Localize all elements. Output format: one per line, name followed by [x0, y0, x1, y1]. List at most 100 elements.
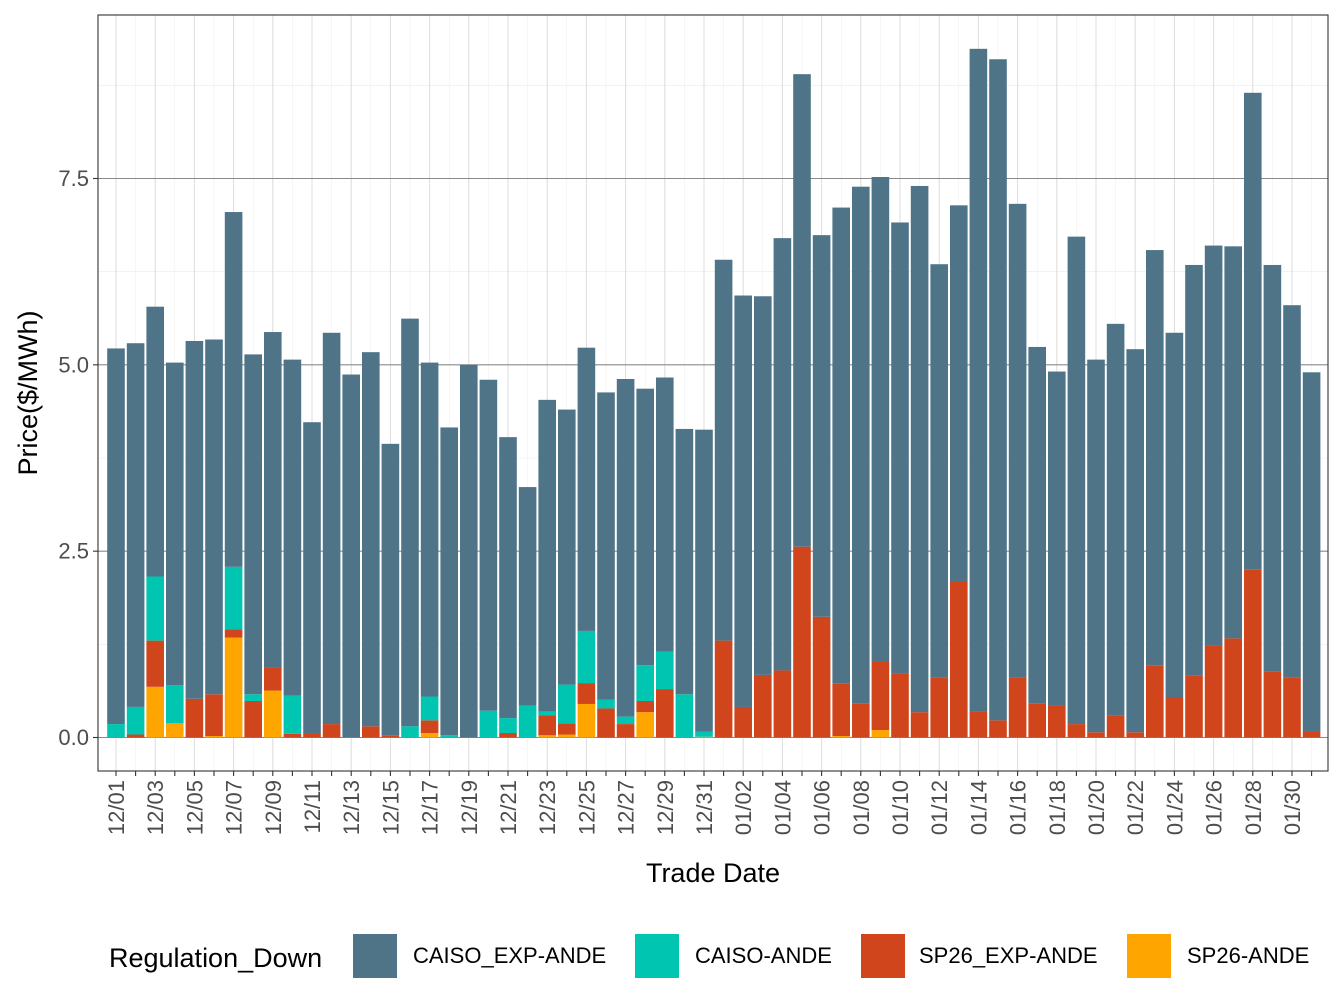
bar-segment-caiso-exp-ande — [1302, 372, 1321, 732]
bar-segment-caiso-exp-ande — [107, 348, 125, 725]
y-tick-label: 2.5 — [58, 539, 89, 564]
bar-segment-sp26-exp-ande — [969, 711, 988, 738]
bar-segment-caiso-exp-ande — [675, 428, 694, 695]
bar-segment-sp26-exp-ande — [754, 674, 772, 738]
bar-segment-caiso-ande — [166, 685, 184, 724]
bar-segment-caiso-exp-ande — [146, 306, 164, 577]
bar-segment-caiso-exp-ande — [852, 186, 870, 704]
bar-segment-caiso-exp-ande — [1204, 245, 1223, 646]
bar-segment-caiso-exp-ande — [754, 296, 772, 675]
x-tick-label: 12/15 — [378, 780, 403, 835]
bar-segment-caiso-exp-ande — [460, 364, 478, 738]
bar-segment-sp26-exp-ande — [616, 724, 635, 738]
legend-label: CAISO-ANDE — [695, 943, 832, 968]
bar-segment-caiso-exp-ande — [871, 177, 890, 662]
bar-segment-caiso-ande — [126, 706, 145, 735]
bar-segment-caiso-exp-ande — [891, 222, 909, 674]
bar-segment-caiso-exp-ande — [793, 74, 811, 547]
bar-segment-sp26-exp-ande — [283, 733, 302, 738]
legend-label: SP26_EXP-ANDE — [919, 943, 1098, 968]
bar-segment-caiso-exp-ande — [1087, 359, 1105, 733]
legend: Regulation_Down CAISO_EXP-ANDE CAISO-ANDE… — [109, 934, 1309, 978]
bar-segment-sp26-exp-ande — [1185, 675, 1203, 738]
bar-segment-sp26-exp-ande — [499, 733, 517, 738]
x-tick-label: 12/01 — [104, 780, 129, 835]
bar-segment-caiso-exp-ande — [185, 340, 204, 699]
bar-segment-caiso-exp-ande — [734, 295, 752, 707]
y-axis: 0.0 2.5 5.0 7.5 — [58, 166, 98, 750]
bar-segment-sp26-exp-ande — [1224, 638, 1242, 738]
y-axis-title: Price($/MWh) — [13, 310, 43, 475]
x-tick-label: 12/31 — [692, 780, 717, 835]
bar-segment-caiso-ande — [146, 576, 164, 641]
bar-segment-caiso-ande — [656, 651, 674, 690]
bar-segment-sp26-ande — [538, 735, 556, 738]
x-tick-label: 01/22 — [1123, 780, 1148, 835]
bar-segment-sp26-ande — [577, 703, 596, 738]
bar-segment-caiso-exp-ande — [479, 379, 498, 711]
bar-segment-caiso-exp-ande — [264, 332, 282, 668]
bar-segment-caiso-exp-ande — [597, 392, 615, 700]
bar-segment-caiso-exp-ande — [989, 59, 1007, 721]
x-tick-label: 01/20 — [1084, 780, 1109, 835]
bar-segment-sp26-exp-ande — [773, 670, 792, 738]
bar-segment-caiso-exp-ande — [1008, 203, 1027, 678]
bar-segment-sp26-exp-ande — [1028, 703, 1046, 738]
bar-segment-caiso-exp-ande — [1067, 236, 1086, 725]
bar-segment-caiso-ande — [538, 711, 556, 716]
legend-key — [1127, 934, 1171, 978]
bar-segment-sp26-exp-ande — [420, 720, 439, 734]
bar-segment-caiso-exp-ande — [1224, 246, 1242, 639]
bar-segment-sp26-exp-ande — [930, 677, 948, 738]
bar-segment-caiso-exp-ande — [656, 377, 674, 652]
x-tick-label: 12/05 — [182, 780, 207, 835]
bar-segment-caiso-ande — [695, 731, 713, 737]
bar-segment-sp26-ande — [420, 733, 439, 738]
bar-segment-sp26-exp-ande — [303, 733, 321, 738]
x-axis-title: Trade Date — [646, 858, 780, 888]
bar-segment-caiso-exp-ande — [1048, 371, 1066, 706]
bar-segment-caiso-exp-ande — [342, 374, 360, 738]
x-tick-label: 12/19 — [457, 780, 482, 835]
bar-segment-caiso-exp-ande — [1283, 305, 1301, 678]
bar-segment-sp26-exp-ande — [989, 720, 1007, 738]
legend-key — [635, 934, 679, 978]
bar-segment-sp26-exp-ande — [636, 700, 654, 713]
x-tick-label: 12/27 — [614, 780, 639, 835]
x-tick-label: 12/03 — [143, 780, 168, 835]
bar-segment-sp26-exp-ande — [1126, 732, 1144, 738]
x-tick-label: 01/26 — [1202, 780, 1227, 835]
bar-segment-sp26-exp-ande — [264, 667, 282, 691]
bar-segment-caiso-exp-ande — [205, 339, 223, 695]
bar-segment-caiso-exp-ande — [577, 347, 596, 631]
x-tick-label: 01/28 — [1241, 780, 1266, 835]
bar-segment-caiso-exp-ande — [381, 443, 400, 736]
bar-segment-caiso-exp-ande — [1165, 332, 1184, 698]
bar-segment-sp26-exp-ande — [322, 724, 341, 738]
bar-segment-sp26-exp-ande — [793, 546, 811, 738]
bar-segment-caiso-exp-ande — [1263, 264, 1282, 672]
bar-segment-sp26-exp-ande — [1106, 715, 1125, 738]
bar-segment-sp26-exp-ande — [1204, 645, 1223, 738]
x-tick-label: 12/23 — [535, 780, 560, 835]
bar-segment-sp26-exp-ande — [558, 723, 576, 735]
y-tick-label: 0.0 — [58, 725, 89, 750]
legend-label: SP26-ANDE — [1187, 943, 1309, 968]
bar-segment-sp26-exp-ande — [852, 703, 870, 738]
bar-segment-caiso-ande — [224, 566, 243, 630]
bar-segment-sp26-exp-ande — [1263, 671, 1282, 738]
bar-segment-caiso-exp-ande — [440, 427, 458, 736]
x-axis: 12/01 12/03 12/05 12/07 12/09 12/11 12/13 12/15… — [104, 771, 1313, 835]
x-tick-label: 01/12 — [927, 780, 952, 835]
bar-segment-sp26-exp-ande — [714, 640, 733, 738]
bar-segment-caiso-exp-ande — [636, 388, 654, 666]
bar-segment-sp26-exp-ande — [910, 712, 929, 738]
bar-segment-sp26-exp-ande — [1067, 724, 1086, 738]
bar-segment-caiso-exp-ande — [1185, 264, 1203, 676]
bar-segment-sp26-exp-ande — [244, 700, 262, 738]
bar-segment-caiso-exp-ande — [910, 185, 929, 713]
bar-segment-sp26-ande — [871, 730, 890, 738]
bar-segment-caiso-exp-ande — [303, 422, 321, 734]
x-tick-label: 01/16 — [1006, 780, 1031, 835]
bar-segment-caiso-exp-ande — [832, 207, 850, 684]
